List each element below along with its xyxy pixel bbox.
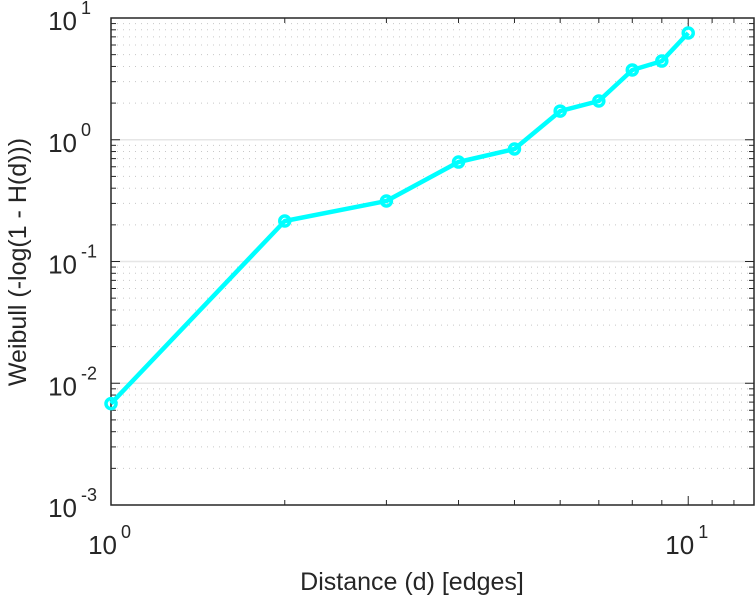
y-axis-label: Weibull (-log(1 - H(d))) <box>4 138 32 386</box>
x-tick-label: 10 <box>88 530 117 560</box>
data-point <box>553 104 567 118</box>
y-tick-label: 10 <box>48 128 77 158</box>
data-point <box>592 94 606 108</box>
data-point <box>104 396 118 411</box>
data-point <box>681 26 695 40</box>
data-point <box>625 63 640 77</box>
x-tick-exponent: 1 <box>698 522 708 542</box>
y-tick-exponent: -1 <box>81 242 97 262</box>
data-point <box>379 194 394 208</box>
y-tick-exponent: -3 <box>81 485 97 505</box>
x-tick-label: 10 <box>665 530 694 560</box>
y-tick-label: 10 <box>48 493 77 523</box>
y-tick-label: 10 <box>48 250 77 280</box>
data-point <box>278 214 292 228</box>
plot-frame <box>110 17 755 506</box>
x-tick-exponent: 0 <box>121 522 131 542</box>
y-tick-label: 10 <box>48 6 77 36</box>
series-line <box>109 31 690 406</box>
data-point <box>655 54 669 68</box>
data-point <box>451 155 466 169</box>
series <box>104 26 695 411</box>
grid <box>111 23 754 469</box>
y-tick-exponent: -2 <box>81 363 97 383</box>
data-point <box>507 142 522 156</box>
y-tick-exponent: 1 <box>81 0 91 18</box>
x-axis-label: Distance (d) [edges] <box>300 568 524 596</box>
y-tick-exponent: 0 <box>81 120 91 140</box>
axes: 10 -310 -210 -110 010 110 0 10 1 <box>48 0 755 560</box>
y-tick-label: 10 <box>48 371 77 401</box>
